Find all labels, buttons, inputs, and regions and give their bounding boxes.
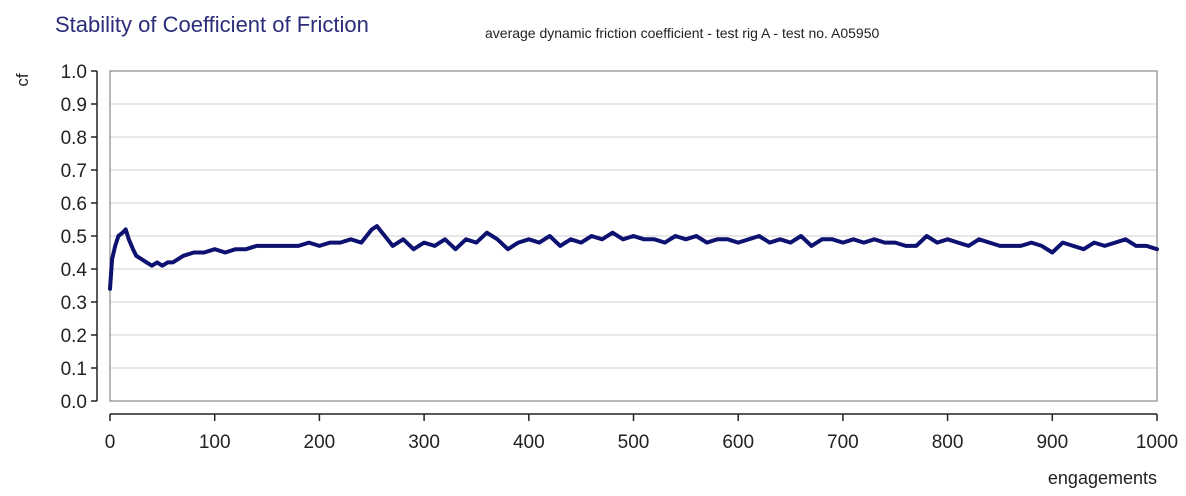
x-tick-label: 200 bbox=[304, 432, 336, 453]
x-tick-label: 700 bbox=[827, 432, 859, 453]
x-axis-label: engagements bbox=[1048, 468, 1157, 488]
y-tick-label: 1.0 bbox=[61, 62, 87, 83]
y-tick-label: 0.2 bbox=[61, 326, 87, 347]
x-tick-label: 0 bbox=[105, 432, 116, 453]
y-tick-label: 0.3 bbox=[61, 293, 87, 314]
plot-frame bbox=[109, 70, 1158, 402]
x-tick-label: 500 bbox=[618, 432, 650, 453]
y-tick-label: 0.6 bbox=[61, 194, 87, 215]
y-axis-label: cf bbox=[13, 73, 32, 87]
x-tick-label: 800 bbox=[932, 432, 964, 453]
series-line bbox=[108, 224, 1159, 291]
x-tick-label: 400 bbox=[513, 432, 545, 453]
y-tick-label: 0.8 bbox=[61, 128, 87, 149]
y-tick-label: 0.7 bbox=[61, 161, 87, 182]
chart-title: Stability of Coefficient of Friction bbox=[55, 12, 369, 37]
y-tick-label: 0.1 bbox=[61, 359, 87, 380]
x-tick-label: 100 bbox=[199, 432, 231, 453]
x-tick-label: 600 bbox=[722, 432, 754, 453]
y-tick-label: 0.5 bbox=[61, 227, 87, 248]
y-tick-label: 0.9 bbox=[61, 95, 87, 116]
x-tick-label: 900 bbox=[1036, 432, 1068, 453]
chart-subtitle: average dynamic friction coefficient - t… bbox=[485, 25, 880, 41]
x-tick-label: 1000 bbox=[1136, 432, 1178, 453]
plot-area bbox=[108, 224, 1159, 291]
axis-ticks: 0.0 0.1 0.2 0.3 0.4 0.5 0.6 0.7 0.8 0.9 1.0 0 100 200… bbox=[61, 62, 1179, 453]
y-tick-label: 0.0 bbox=[61, 392, 87, 413]
y-tick-label: 0.4 bbox=[61, 260, 88, 281]
x-tick-label: 300 bbox=[408, 432, 440, 453]
